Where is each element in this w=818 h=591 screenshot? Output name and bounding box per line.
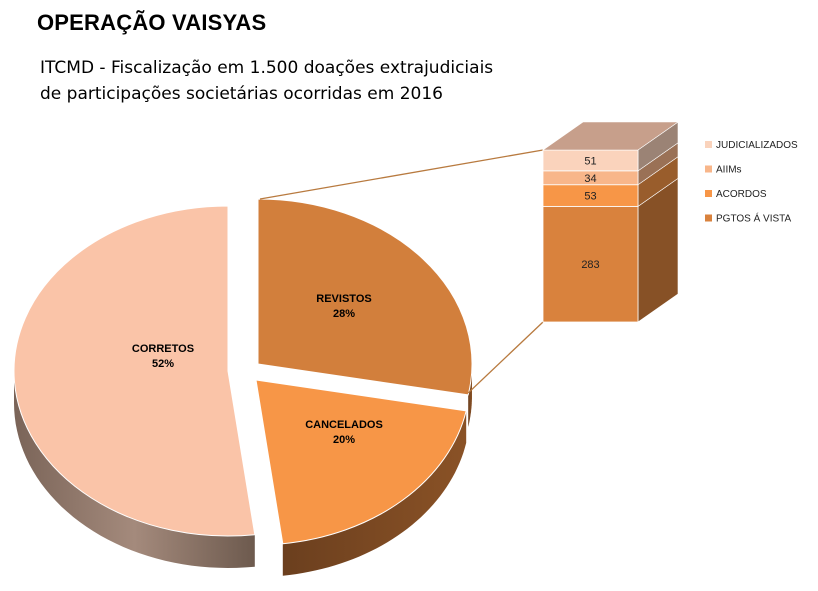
pie-slice-cancelados bbox=[255, 379, 467, 545]
pie-slice-corretos bbox=[13, 205, 256, 537]
chart-title: OPERAÇÃO VAISYAS bbox=[37, 10, 267, 35]
pie-slice-side-corretos bbox=[14, 371, 255, 568]
legend: JUDICIALIZADOS AIIMs ACORDOS PGTOS Á VISTA bbox=[705, 140, 798, 225]
chart-subtitle-line-1: ITCMD - Fiscalização em 1.500 doações ex… bbox=[40, 58, 494, 78]
pie-data-label-corretos: CORRETOS 52% bbox=[132, 343, 194, 370]
pie-data-label-cancelados: CANCELADOS 20% bbox=[305, 419, 383, 446]
legend-swatch bbox=[705, 165, 712, 173]
bar-data-label: 283 bbox=[581, 259, 599, 271]
connector-line-bottom bbox=[467, 321, 544, 394]
legend-swatch bbox=[705, 141, 712, 148]
connector-line-top bbox=[259, 149, 544, 200]
bar-segment-pgtos-vista bbox=[542, 205, 639, 323]
bar-data-label: 34 bbox=[584, 173, 596, 185]
pie-data-label-revistos: REVISTOS 28% bbox=[316, 293, 371, 320]
pie-slice-side-revistos bbox=[468, 364, 472, 427]
bar-data-label: 53 bbox=[584, 191, 596, 203]
legend-label: AIIMs bbox=[716, 165, 742, 176]
bar-data-label: 51 bbox=[584, 155, 596, 167]
legend-swatch bbox=[705, 214, 712, 222]
pie-slice-side-cancelados bbox=[282, 410, 467, 576]
chart-subtitle-line-2: de participações societárias ocorridas e… bbox=[40, 84, 443, 104]
legend-label: ACORDOS bbox=[716, 189, 767, 200]
pie-chart: CORRETOS 52% REVISTOS 28% CANCELADOS 20% bbox=[13, 198, 473, 576]
legend-label: JUDICIALIZADOS bbox=[716, 140, 798, 151]
legend-label: PGTOS Á VISTA bbox=[716, 212, 792, 225]
pie-slice-revistos bbox=[257, 198, 473, 396]
legend-swatch bbox=[705, 190, 712, 197]
stacked-bar-chart: 283 53 34 51 bbox=[259, 121, 679, 394]
